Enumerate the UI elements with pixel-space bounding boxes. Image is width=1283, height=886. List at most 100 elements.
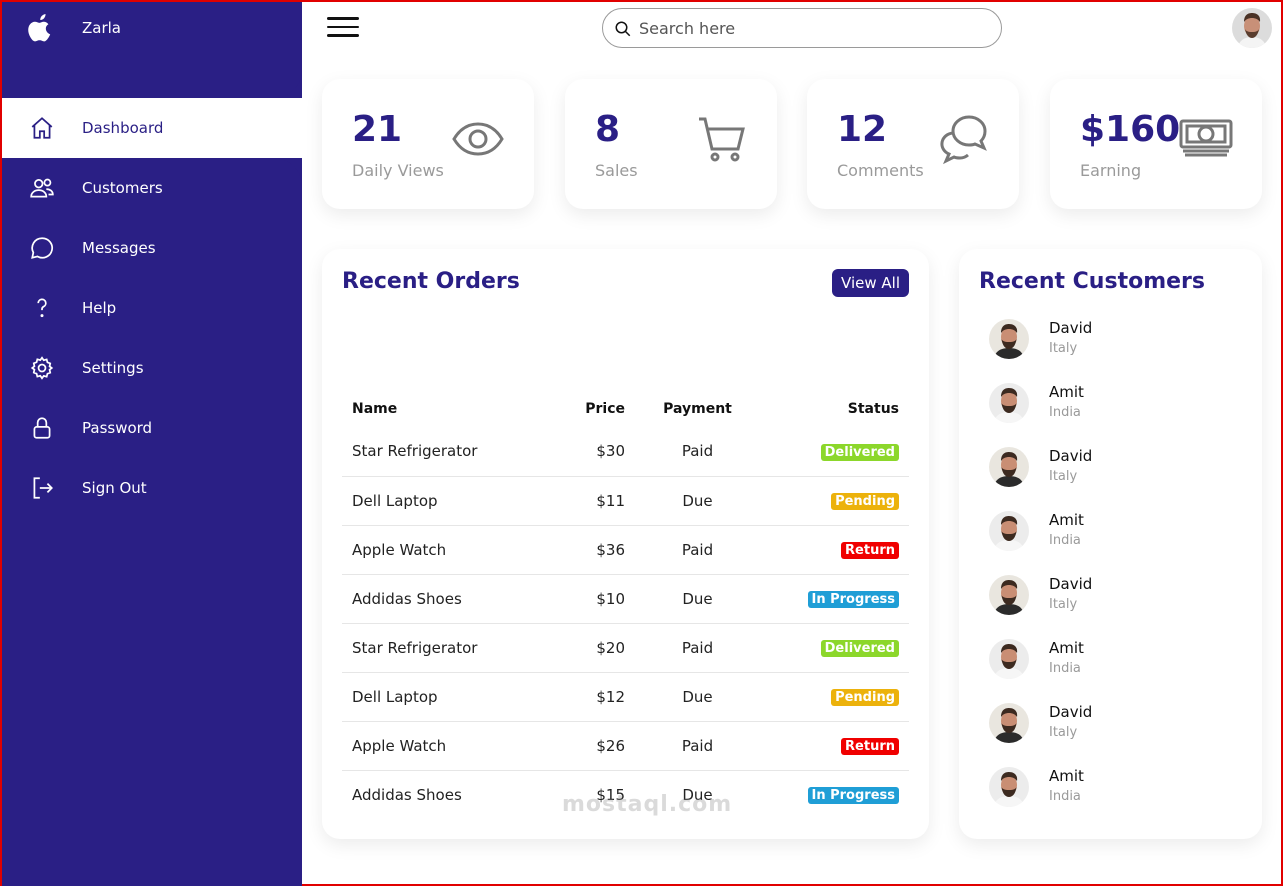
user-avatar[interactable]: [1232, 8, 1272, 48]
status-badge: Return: [841, 738, 899, 755]
order-name: Dell Laptop: [342, 476, 552, 526]
sidebar-item-help[interactable]: Help: [2, 278, 302, 338]
list-item[interactable]: David Italy: [989, 319, 1249, 383]
status-badge: Pending: [831, 689, 899, 706]
watermark: mostaql.com: [562, 792, 733, 817]
stat-card-comments[interactable]: 12 Comments: [807, 79, 1019, 209]
customer-name: David: [1049, 319, 1093, 337]
table-row[interactable]: Apple Watch $36 Paid Return: [342, 525, 909, 575]
list-item[interactable]: David Italy: [989, 703, 1249, 767]
sidebar-item-label: Help: [82, 299, 117, 317]
table-row[interactable]: Star Refrigerator $20 Paid Delivered: [342, 623, 909, 673]
stat-value: $160: [1080, 109, 1181, 150]
brand-area: Zarla: [2, 2, 302, 98]
customer-country: India: [1049, 405, 1081, 420]
signout-icon: [28, 474, 56, 502]
search-icon: [615, 21, 631, 37]
customer-country: Italy: [1049, 469, 1078, 484]
order-name: Star Refrigerator: [342, 427, 552, 477]
sidebar-item-password[interactable]: Password: [2, 398, 302, 458]
customer-name: David: [1049, 703, 1093, 721]
order-payment: Paid: [625, 525, 770, 575]
stat-card-earning[interactable]: $160 Earning: [1050, 79, 1262, 209]
sidebar-item-label: Settings: [82, 359, 144, 377]
sidebar-item-sign-out[interactable]: Sign Out: [2, 458, 302, 518]
avatar: [989, 447, 1029, 487]
stat-value: 12: [837, 109, 888, 150]
list-item[interactable]: Amit India: [989, 511, 1249, 575]
recent-customers-title: Recent Customers: [979, 269, 1205, 294]
stat-card-sales[interactable]: 8 Sales: [565, 79, 777, 209]
sidebar-nav: Dashboard Customers Messages Help Settin…: [2, 98, 312, 518]
chat-icon: [28, 234, 56, 262]
customer-list: David Italy Amit India David Italy Amit India Da…: [989, 319, 1249, 831]
order-payment: Paid: [625, 623, 770, 673]
order-price: $36: [552, 525, 625, 575]
customer-name: Amit: [1049, 767, 1084, 785]
customer-country: India: [1049, 533, 1081, 548]
avatar: [989, 703, 1029, 743]
sidebar-item-label: Password: [82, 419, 153, 437]
apple-logo-icon: [28, 14, 56, 44]
order-name: Apple Watch: [342, 721, 552, 771]
order-name: Dell Laptop: [342, 672, 552, 722]
sidebar-item-messages[interactable]: Messages: [2, 218, 302, 278]
stat-caption: Daily Views: [352, 161, 444, 180]
brand-name: Zarla: [82, 19, 121, 37]
order-name: Apple Watch: [342, 525, 552, 575]
hamburger-icon: [327, 17, 359, 20]
avatar: [989, 575, 1029, 615]
search-input[interactable]: [639, 18, 979, 38]
sidebar: Zarla Dashboard Customers Messages: [2, 2, 312, 886]
order-payment: Due: [625, 574, 770, 624]
table-row[interactable]: Addidas Shoes $10 Due In Progress: [342, 574, 909, 624]
list-item[interactable]: Amit India: [989, 383, 1249, 447]
order-payment: Paid: [625, 427, 770, 477]
eye-icon: [450, 111, 506, 167]
order-price: $30: [552, 427, 625, 477]
order-price: $15: [596, 785, 625, 804]
avatar: [989, 383, 1029, 423]
order-payment: Due: [682, 785, 713, 804]
table-row[interactable]: Star Refrigerator $30 Paid Delivered: [342, 427, 909, 477]
list-item[interactable]: Amit India: [989, 639, 1249, 703]
status-badge: Return: [841, 542, 899, 559]
menu-toggle-button[interactable]: [327, 17, 359, 39]
customer-name: David: [1049, 447, 1093, 465]
lock-icon: [28, 414, 56, 442]
list-item[interactable]: David Italy: [989, 575, 1249, 639]
cart-icon: [693, 111, 749, 167]
sidebar-item-dashboard[interactable]: Dashboard: [2, 98, 312, 158]
table-row[interactable]: Apple Watch $26 Paid Return: [342, 721, 909, 771]
order-price: $11: [552, 476, 625, 526]
customer-country: Italy: [1049, 341, 1078, 356]
recent-customers-panel: Recent Customers David Italy Amit India Davi…: [959, 249, 1262, 839]
sidebar-item-label: Sign Out: [82, 479, 147, 497]
table-row[interactable]: Dell Laptop $11 Due Pending: [342, 476, 909, 526]
sidebar-item-label: Dashboard: [82, 119, 164, 137]
list-item[interactable]: David Italy: [989, 447, 1249, 511]
customer-name: David: [1049, 575, 1093, 593]
help-icon: [28, 294, 56, 322]
customer-country: Italy: [1049, 597, 1078, 612]
order-price: $12: [552, 672, 625, 722]
customer-country: Italy: [1049, 725, 1078, 740]
stat-value: 21: [352, 109, 403, 150]
table-row[interactable]: Addidas Shoes $15 Due In Progress: [342, 770, 909, 819]
people-icon: [28, 174, 56, 202]
avatar: [989, 639, 1029, 679]
order-name: Addidas Shoes: [342, 574, 552, 624]
recent-orders-panel: Recent Orders View All Name Price Paymen…: [322, 249, 929, 839]
sidebar-item-settings[interactable]: Settings: [2, 338, 302, 398]
sidebar-item-label: Customers: [82, 179, 163, 197]
view-all-button[interactable]: View All: [832, 269, 909, 297]
customer-name: Amit: [1049, 511, 1084, 529]
sidebar-item-label: Messages: [82, 239, 156, 257]
table-row[interactable]: Dell Laptop $12 Due Pending: [342, 672, 909, 722]
stat-caption: Comments: [837, 161, 924, 180]
sidebar-item-customers[interactable]: Customers: [2, 158, 302, 218]
stat-card-daily-views[interactable]: 21 Daily Views: [322, 79, 534, 209]
column-header: Name: [352, 401, 398, 417]
order-payment: Due: [625, 672, 770, 722]
list-item[interactable]: Amit India: [989, 767, 1249, 831]
